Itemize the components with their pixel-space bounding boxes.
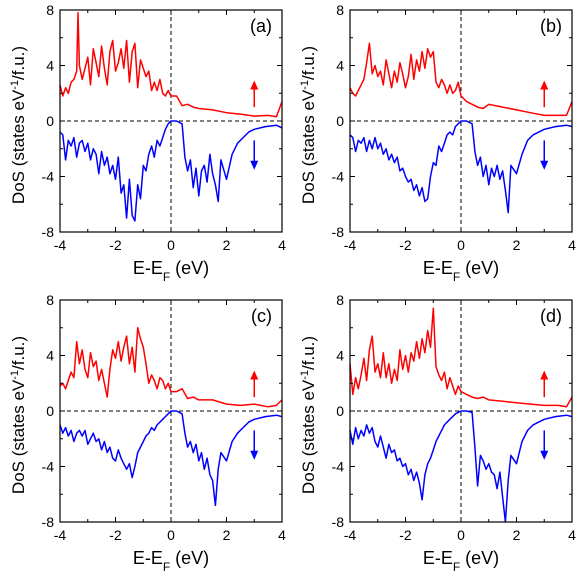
dos-down-series [349,410,573,523]
x-tick-label: -4 [344,237,357,253]
x-tick-label: -2 [399,237,412,253]
x-tick-label: 4 [568,237,576,253]
y-axis-label: DoS (states eV-1/f.u.) [299,46,318,204]
x-tick-label: 4 [568,527,576,543]
y-tick-label: 8 [46,292,54,308]
y-tick-label: 4 [336,348,344,364]
spin-up-arrow-head [540,80,549,90]
dos-up-series [349,307,573,408]
x-tick-label: -4 [54,237,67,253]
y-tick-label: 4 [336,58,344,74]
y-tick-label: 4 [46,58,54,74]
x-tick-label: -4 [54,527,67,543]
panel-label: (d) [540,306,562,326]
x-axis-label: E-EF (eV) [133,258,209,284]
x-tick-label: 2 [513,527,521,543]
y-axis-label: DoS (states eV-1/f.u.) [9,336,28,494]
x-tick-label: 0 [167,527,175,543]
panel-label: (c) [251,306,272,326]
y-tick-label: -4 [42,459,55,475]
y-tick-label: -4 [42,169,55,185]
y-tick-label: 0 [336,403,344,419]
x-tick-label: 0 [457,527,465,543]
y-tick-label: 8 [46,2,54,18]
y-tick-label: -4 [332,459,345,475]
x-tick-label: -2 [109,237,122,253]
x-tick-label: 2 [223,527,231,543]
y-tick-label: 8 [336,2,344,18]
y-tick-label: 4 [46,348,54,364]
panel-label: (b) [540,16,562,36]
x-tick-label: 4 [278,527,286,543]
y-axis-label: DoS (states eV-1/f.u.) [299,336,318,494]
x-tick-label: -4 [344,527,357,543]
dos-down-series [349,120,573,214]
dos-down-series [59,410,283,507]
x-axis-label: E-EF (eV) [133,548,209,574]
x-tick-label: -2 [399,527,412,543]
y-axis-label: DoS (states eV-1/f.u.) [9,46,28,204]
spin-up-arrow-head [250,370,259,380]
spin-down-arrow-head [540,160,549,170]
y-tick-label: -8 [332,514,345,530]
x-tick-label: -2 [109,527,122,543]
x-tick-label: 2 [513,237,521,253]
spin-down-arrow-head [250,450,259,460]
x-axis-label: E-EF (eV) [423,258,499,284]
dos-up-series [349,42,573,117]
y-tick-label: 0 [46,113,54,129]
y-tick-label: -4 [332,169,345,185]
y-tick-label: 0 [336,113,344,129]
x-tick-label: 2 [223,237,231,253]
x-tick-label: 4 [278,237,286,253]
y-tick-label: 0 [46,403,54,419]
y-tick-label: -8 [332,224,345,240]
spin-up-arrow-head [540,370,549,380]
dos-up-series [59,327,283,408]
x-tick-label: 0 [457,237,465,253]
y-tick-label: 8 [336,292,344,308]
x-tick-label: 0 [167,237,175,253]
spin-down-arrow-head [540,450,549,460]
dos-down-series [59,120,283,222]
y-tick-label: -8 [42,514,55,530]
panel-label: (a) [250,16,272,36]
spin-up-arrow-head [250,80,259,90]
y-tick-label: -8 [42,224,55,240]
spin-down-arrow-head [250,160,259,170]
dos-up-series [59,12,283,118]
x-axis-label: E-EF (eV) [423,548,499,574]
